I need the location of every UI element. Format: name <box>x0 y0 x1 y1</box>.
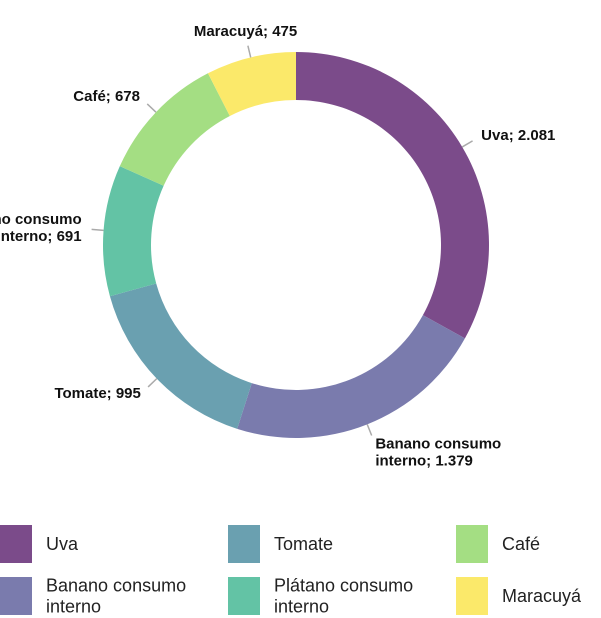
legend-swatch <box>228 577 260 615</box>
data-label: Tomate; 995 <box>54 385 140 402</box>
data-label: Banano consumo interno; 1.379 <box>375 435 501 469</box>
donut-slice <box>119 73 230 186</box>
legend-swatch <box>456 525 488 563</box>
leader-line <box>247 45 252 58</box>
donut-slice <box>103 166 164 297</box>
donut-slice <box>109 283 252 429</box>
legend-label: Maracuyá <box>502 586 582 606</box>
leader-line <box>91 228 104 232</box>
legend-label: Café <box>502 534 540 554</box>
legend-label: Uva <box>46 534 79 554</box>
leader-line <box>461 140 473 148</box>
data-label: Café; 678 <box>73 88 140 105</box>
donut-slice <box>237 315 465 438</box>
legend-label: Plátano consumo interno <box>274 575 413 616</box>
legend-swatch <box>456 577 488 615</box>
leader-line <box>147 378 158 388</box>
legend-swatch <box>0 525 32 563</box>
data-label: Uva; 2.081 <box>481 127 555 144</box>
leader-line <box>146 103 157 113</box>
donut-slice <box>296 52 490 339</box>
legend-swatch <box>0 577 32 615</box>
data-label: Maracuyá; 475 <box>194 23 297 40</box>
leader-line <box>366 424 373 436</box>
legend-label: Banano consumo interno <box>46 575 186 616</box>
donut-slice <box>207 52 296 116</box>
legend-label: Tomate <box>274 534 333 554</box>
legend-swatch <box>228 525 260 563</box>
